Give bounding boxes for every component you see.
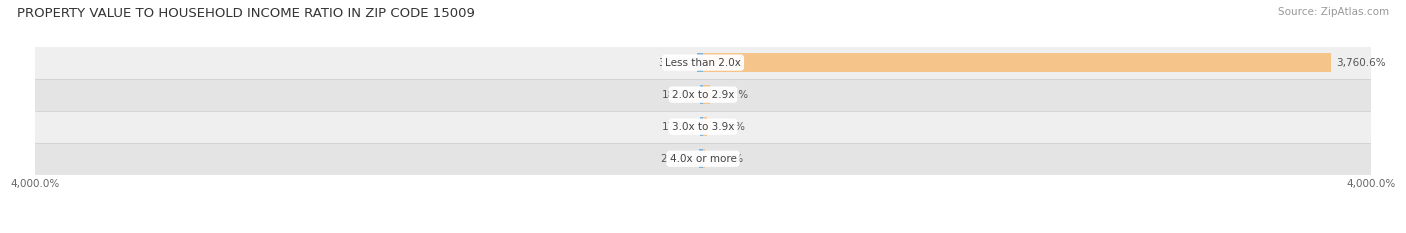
Text: 44.2%: 44.2% [716,90,748,100]
Text: 25.2%: 25.2% [661,154,693,164]
Bar [35,111,1371,143]
Text: PROPERTY VALUE TO HOUSEHOLD INCOME RATIO IN ZIP CODE 15009: PROPERTY VALUE TO HOUSEHOLD INCOME RATIO… [17,7,475,20]
Bar [700,85,703,104]
Text: 3,760.6%: 3,760.6% [1336,58,1385,68]
Text: 4.0x or more: 4.0x or more [669,154,737,164]
Bar [35,79,1371,111]
Text: 18.4%: 18.4% [662,90,695,100]
Text: 2.0x to 2.9x: 2.0x to 2.9x [672,90,734,100]
Text: Less than 2.0x: Less than 2.0x [665,58,741,68]
Bar [703,85,710,104]
Text: 13.8%: 13.8% [710,154,744,164]
Bar [703,53,1331,72]
Bar [703,117,707,136]
Bar [703,149,706,168]
Bar [700,117,703,136]
Bar [35,143,1371,175]
Text: 3.0x to 3.9x: 3.0x to 3.9x [672,122,734,132]
Bar [35,47,1371,79]
Text: 17.5%: 17.5% [662,122,695,132]
Text: 25.0%: 25.0% [713,122,745,132]
Text: 37.3%: 37.3% [658,58,692,68]
Bar [697,53,703,72]
Text: Source: ZipAtlas.com: Source: ZipAtlas.com [1278,7,1389,17]
Bar [699,149,703,168]
